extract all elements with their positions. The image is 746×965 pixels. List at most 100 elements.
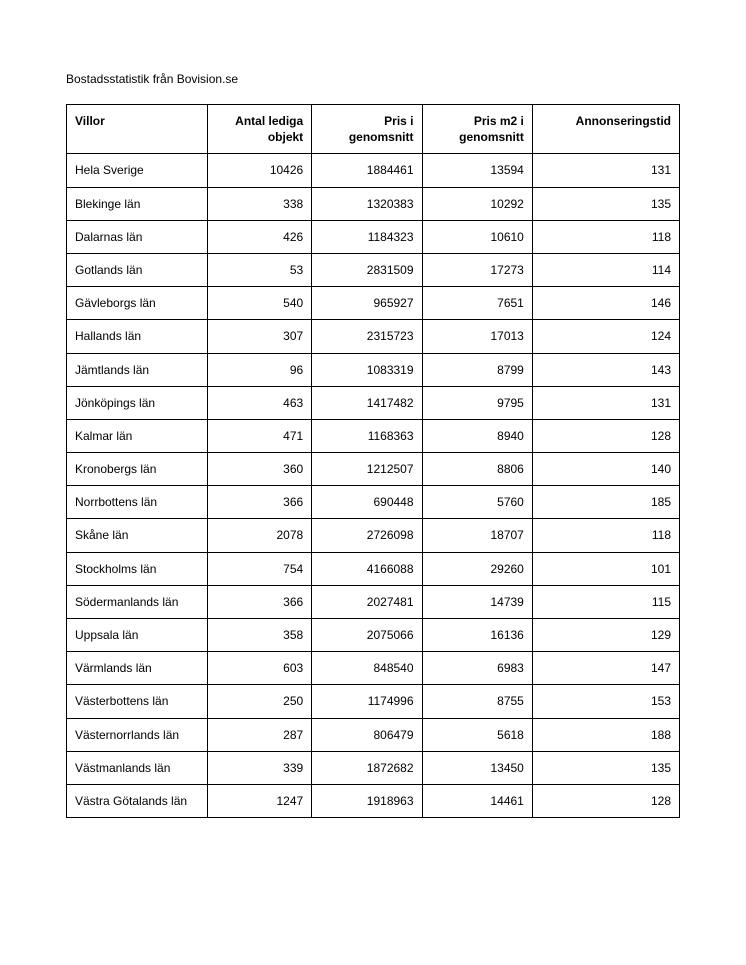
row-label: Hela Sverige (67, 154, 208, 187)
table-row: Skåne län2078272609818707118 (67, 519, 680, 552)
row-label: Kalmar län (67, 419, 208, 452)
column-header: Annonseringstid (532, 105, 679, 154)
table-row: Västerbottens län25011749968755153 (67, 685, 680, 718)
row-value: 1247 (207, 784, 311, 817)
row-value: 360 (207, 453, 311, 486)
page-title: Bostadsstatistik från Bovision.se (66, 72, 680, 86)
row-value: 4166088 (312, 552, 422, 585)
row-value: 1884461 (312, 154, 422, 187)
document-page: Bostadsstatistik från Bovision.se Villor… (0, 0, 746, 878)
row-value: 1184323 (312, 220, 422, 253)
row-value: 1417482 (312, 386, 422, 419)
row-value: 14461 (422, 784, 532, 817)
table-row: Jämtlands län9610833198799143 (67, 353, 680, 386)
table-row: Västra Götalands län1247191896314461128 (67, 784, 680, 817)
row-value: 2027481 (312, 585, 422, 618)
row-value: 8799 (422, 353, 532, 386)
row-value: 1918963 (312, 784, 422, 817)
row-label: Västerbottens län (67, 685, 208, 718)
row-value: 6983 (422, 652, 532, 685)
row-label: Gävleborgs län (67, 287, 208, 320)
row-value: 338 (207, 187, 311, 220)
row-value: 603 (207, 652, 311, 685)
row-value: 965927 (312, 287, 422, 320)
row-value: 1174996 (312, 685, 422, 718)
row-value: 471 (207, 419, 311, 452)
column-header: Pris i genomsnitt (312, 105, 422, 154)
row-value: 153 (532, 685, 679, 718)
row-value: 143 (532, 353, 679, 386)
row-value: 2315723 (312, 320, 422, 353)
row-value: 8940 (422, 419, 532, 452)
row-value: 147 (532, 652, 679, 685)
row-value: 287 (207, 718, 311, 751)
row-value: 129 (532, 619, 679, 652)
row-value: 2075066 (312, 619, 422, 652)
table-body: Hela Sverige10426188446113594131Blekinge… (67, 154, 680, 818)
table-row: Kronobergs län36012125078806140 (67, 453, 680, 486)
row-label: Södermanlands län (67, 585, 208, 618)
row-value: 806479 (312, 718, 422, 751)
row-value: 131 (532, 386, 679, 419)
column-header: Antal lediga objekt (207, 105, 311, 154)
row-label: Hallands län (67, 320, 208, 353)
row-value: 135 (532, 751, 679, 784)
row-value: 2726098 (312, 519, 422, 552)
row-label: Uppsala län (67, 619, 208, 652)
table-row: Hallands län307231572317013124 (67, 320, 680, 353)
table-row: Södermanlands län366202748114739115 (67, 585, 680, 618)
table-row: Gävleborgs län5409659277651146 (67, 287, 680, 320)
row-value: 2831509 (312, 253, 422, 286)
row-value: 307 (207, 320, 311, 353)
row-value: 5618 (422, 718, 532, 751)
row-value: 118 (532, 519, 679, 552)
row-value: 1168363 (312, 419, 422, 452)
row-label: Jönköpings län (67, 386, 208, 419)
row-value: 13594 (422, 154, 532, 187)
column-header: Pris m2 i genomsnitt (422, 105, 532, 154)
table-row: Dalarnas län426118432310610118 (67, 220, 680, 253)
row-value: 1320383 (312, 187, 422, 220)
row-value: 96 (207, 353, 311, 386)
row-value: 146 (532, 287, 679, 320)
row-label: Västra Götalands län (67, 784, 208, 817)
row-value: 16136 (422, 619, 532, 652)
table-row: Hela Sverige10426188446113594131 (67, 154, 680, 187)
row-value: 8806 (422, 453, 532, 486)
row-value: 128 (532, 784, 679, 817)
table-row: Västmanlands län339187268213450135 (67, 751, 680, 784)
row-value: 5760 (422, 486, 532, 519)
row-label: Gotlands län (67, 253, 208, 286)
row-value: 754 (207, 552, 311, 585)
row-value: 358 (207, 619, 311, 652)
row-label: Dalarnas län (67, 220, 208, 253)
row-value: 463 (207, 386, 311, 419)
row-value: 10610 (422, 220, 532, 253)
row-value: 131 (532, 154, 679, 187)
row-value: 29260 (422, 552, 532, 585)
row-value: 114 (532, 253, 679, 286)
row-value: 366 (207, 585, 311, 618)
table-row: Värmlands län6038485406983147 (67, 652, 680, 685)
row-value: 18707 (422, 519, 532, 552)
table-row: Blekinge län338132038310292135 (67, 187, 680, 220)
row-value: 339 (207, 751, 311, 784)
row-value: 115 (532, 585, 679, 618)
row-value: 426 (207, 220, 311, 253)
row-value: 250 (207, 685, 311, 718)
table-row: Gotlands län53283150917273114 (67, 253, 680, 286)
row-value: 690448 (312, 486, 422, 519)
row-label: Blekinge län (67, 187, 208, 220)
row-value: 185 (532, 486, 679, 519)
table-header: VillorAntal lediga objektPris i genomsni… (67, 105, 680, 154)
row-value: 17273 (422, 253, 532, 286)
row-value: 1083319 (312, 353, 422, 386)
row-value: 8755 (422, 685, 532, 718)
table-row: Norrbottens län3666904485760185 (67, 486, 680, 519)
row-value: 14739 (422, 585, 532, 618)
table-row: Jönköpings län46314174829795131 (67, 386, 680, 419)
table-row: Kalmar län47111683638940128 (67, 419, 680, 452)
table-row: Stockholms län754416608829260101 (67, 552, 680, 585)
row-label: Jämtlands län (67, 353, 208, 386)
row-value: 1212507 (312, 453, 422, 486)
